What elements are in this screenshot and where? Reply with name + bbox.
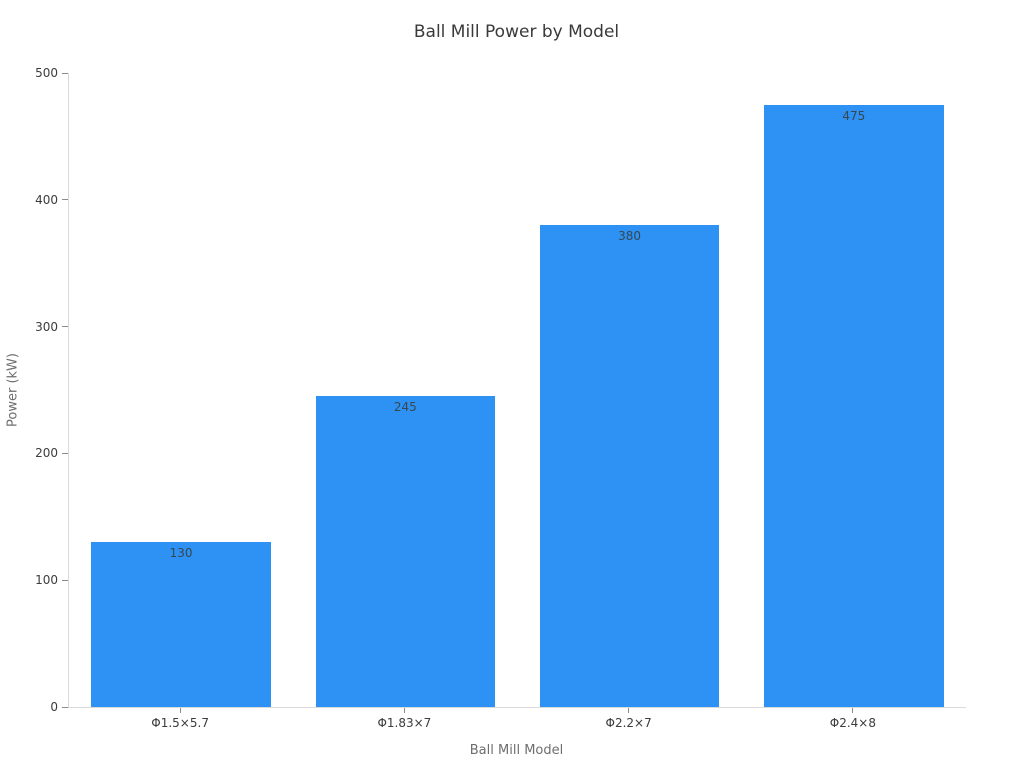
x-tick-label: Φ2.2×7 (605, 716, 652, 730)
y-tick-label: 200 (35, 446, 58, 461)
x-tick-label: Φ1.83×7 (377, 716, 432, 730)
x-tick-mark (852, 708, 854, 713)
bar-value-label: 380 (618, 229, 642, 244)
bar: 130 (91, 542, 271, 707)
y-tick-label: 100 (35, 573, 58, 588)
y-tick-mark (62, 706, 68, 708)
x-tick-mark (403, 708, 405, 713)
bar: 245 (315, 396, 496, 707)
y-tick-label: 300 (35, 319, 58, 334)
x-tick-mark (179, 708, 181, 713)
y-tick-label: 0 (50, 700, 58, 714)
x-tick-label: Φ2.4×8 (829, 716, 876, 730)
y-tick-mark (62, 326, 68, 328)
y-tick-mark (62, 199, 68, 201)
y-tick-mark (62, 452, 68, 454)
x-tick-label: Φ1.5×5.7 (151, 716, 209, 730)
bar-value-label: 130 (169, 546, 193, 561)
bar-value-label: 475 (842, 108, 866, 123)
y-tick-mark (62, 579, 68, 581)
chart-title: Ball Mill Power by Model (413, 22, 620, 42)
x-tick-mark (628, 708, 630, 713)
bar-value-label: 245 (393, 400, 417, 415)
x-axis-label: Ball Mill Model (469, 743, 564, 758)
y-axis-label: Power (kW) (5, 353, 21, 427)
y-tick-label: 400 (35, 192, 58, 207)
y-tick-mark (62, 72, 68, 74)
bar: 475 (764, 104, 944, 707)
y-tick-label: 500 (35, 66, 58, 80)
bar: 380 (539, 225, 720, 707)
plot-area: 130 245 380 475 (68, 73, 966, 708)
